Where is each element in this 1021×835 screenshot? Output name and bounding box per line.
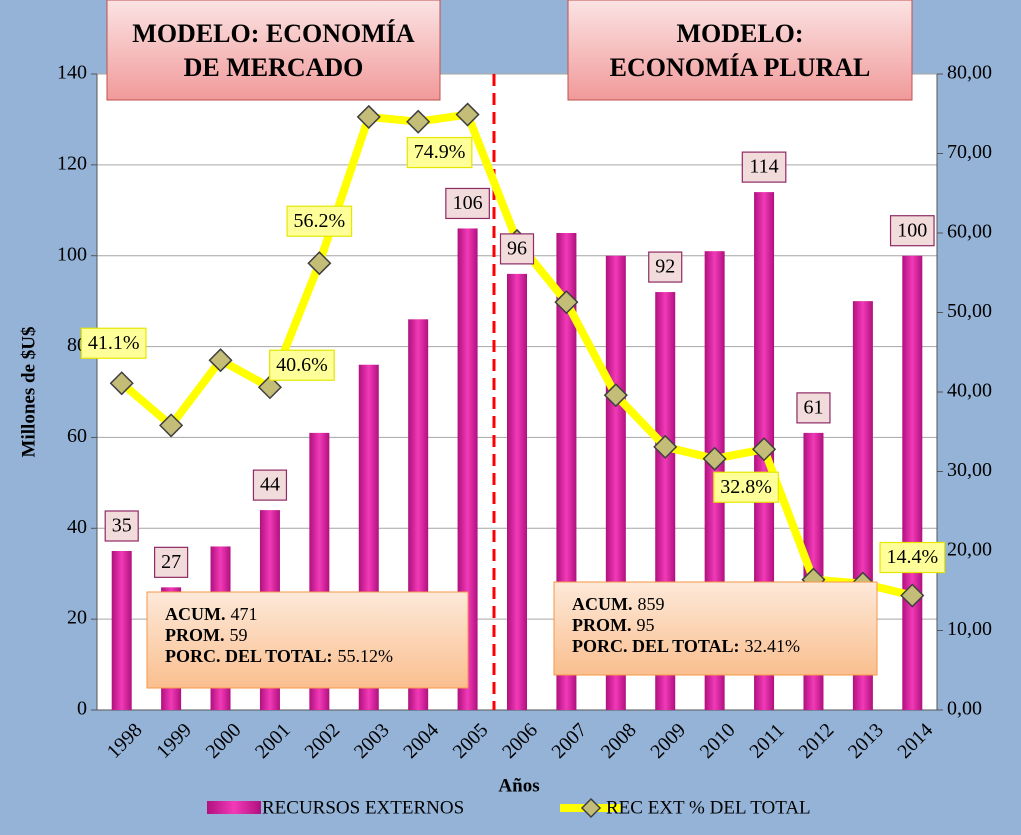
bar [902, 255, 923, 710]
bar-value-label: 44 [260, 474, 280, 496]
stats-line: PORC. DEL TOTAL: 32.41% [572, 636, 800, 656]
line-marker [900, 583, 925, 608]
bar-value-label: 96 [507, 237, 527, 259]
x-axis-label: Años [498, 775, 539, 796]
stats-key: PROM. [572, 615, 631, 635]
y2-tick-label: 30,00 [947, 459, 992, 481]
bar-value-label: 100 [897, 219, 927, 241]
line-marker [356, 104, 381, 129]
line-marker [208, 348, 233, 373]
model-box [567, 0, 913, 101]
y2-tick-label: 0,00 [947, 698, 982, 720]
bar [457, 228, 478, 710]
stats-line: PROM. 59 [165, 625, 247, 645]
stats-line: ACUM. 859 [572, 594, 665, 614]
legend-label: REC EXT % DEL TOTAL [606, 797, 811, 818]
line-marker [455, 102, 480, 127]
bar-value-label-box [741, 151, 787, 183]
model-title: MODELO: [676, 19, 803, 48]
y2-tick-label: 20,00 [947, 539, 992, 561]
bar-value-label: 61 [803, 396, 823, 418]
model-title: MODELO: ECONOMÍA [132, 19, 415, 48]
stats-key: ACUM. [572, 594, 633, 614]
stats-key: ACUM. [165, 604, 226, 624]
y2-tick-label: 80,00 [947, 62, 992, 84]
bar-value-label: 92 [655, 256, 675, 278]
stats-box [553, 581, 878, 676]
line-marker [603, 383, 628, 408]
y2-tick-label: 70,00 [947, 141, 992, 163]
bar-value-label: 27 [161, 551, 181, 573]
line-value-label: 74.9% [414, 141, 466, 163]
y-axis-label: Millones de $U$ [18, 327, 39, 458]
stats-line: PROM. 95 [572, 615, 654, 635]
stats-key: PROM. [165, 625, 224, 645]
y-tick-label: 0 [77, 698, 87, 720]
stats-value: 32.41% [745, 636, 801, 656]
y-tick-label: 40 [67, 516, 87, 538]
line-marker [109, 371, 134, 396]
bar-value-label-box [252, 469, 288, 501]
line-marker [406, 109, 431, 134]
line-marker [159, 413, 184, 438]
bar-value-label: 114 [749, 156, 778, 178]
model-title: ECONOMÍA PLURAL [610, 53, 871, 82]
stats-value: 471 [231, 604, 258, 624]
line-value-label-box [286, 205, 353, 237]
line-marker [751, 437, 777, 462]
line-value-label-box [406, 136, 473, 169]
stats-box [146, 591, 469, 689]
stats-line: ACUM. 471 [165, 604, 258, 624]
legend-marker [580, 797, 602, 819]
stats-value: 95 [636, 615, 654, 635]
model-title: DE MERCADO [184, 53, 364, 82]
bar-value-label-box [154, 546, 189, 578]
line-value-label-box [269, 349, 335, 381]
bar-value-label-box [889, 215, 935, 247]
line-marker [653, 434, 678, 459]
line-marker [307, 251, 332, 276]
line-marker [554, 290, 579, 315]
y-tick-label: 140 [57, 62, 87, 84]
y-tick-label: 100 [57, 243, 87, 265]
bar-value-label-box [499, 233, 535, 265]
line-marker [257, 375, 283, 400]
stats-value: 55.12% [338, 646, 394, 666]
line-value-label-box [879, 541, 946, 574]
stats-value: 59 [229, 625, 247, 645]
line-value-label: 32.8% [720, 476, 772, 498]
line-value-label: 14.4% [886, 546, 938, 568]
legend-swatch [207, 801, 261, 814]
bar-value-label: 106 [453, 192, 483, 214]
bar [507, 273, 527, 710]
bar-value-label: 35 [112, 515, 132, 537]
bar [111, 551, 132, 710]
bar-value-label-box [796, 392, 831, 424]
y2-tick-label: 40,00 [947, 380, 992, 402]
stats-value: 859 [638, 594, 665, 614]
line-value-label-box [713, 471, 779, 503]
bar-value-label-box [445, 187, 490, 220]
stats-line: PORC. DEL TOTAL: 55.12% [165, 646, 393, 666]
stats-key: PORC. DEL TOTAL: [572, 636, 740, 656]
y-tick-label: 120 [57, 152, 87, 174]
y2-tick-label: 10,00 [947, 618, 992, 640]
bar-value-label-box [648, 251, 683, 283]
y2-tick-label: 50,00 [947, 300, 992, 322]
y-tick-label: 60 [67, 425, 87, 447]
line-value-label: 40.6% [276, 354, 328, 376]
line-value-label-box [80, 327, 147, 359]
y2-tick-label: 60,00 [947, 221, 992, 243]
line-value-label: 56.2% [294, 210, 346, 232]
line-value-label: 41.1% [88, 332, 140, 354]
model-box [106, 0, 441, 101]
legend-label: RECURSOS EXTERNOS [262, 797, 464, 818]
stats-key: PORC. DEL TOTAL: [165, 646, 333, 666]
bar-value-label-box [104, 510, 139, 542]
y-tick-label: 20 [67, 607, 87, 629]
line-marker [702, 446, 727, 471]
